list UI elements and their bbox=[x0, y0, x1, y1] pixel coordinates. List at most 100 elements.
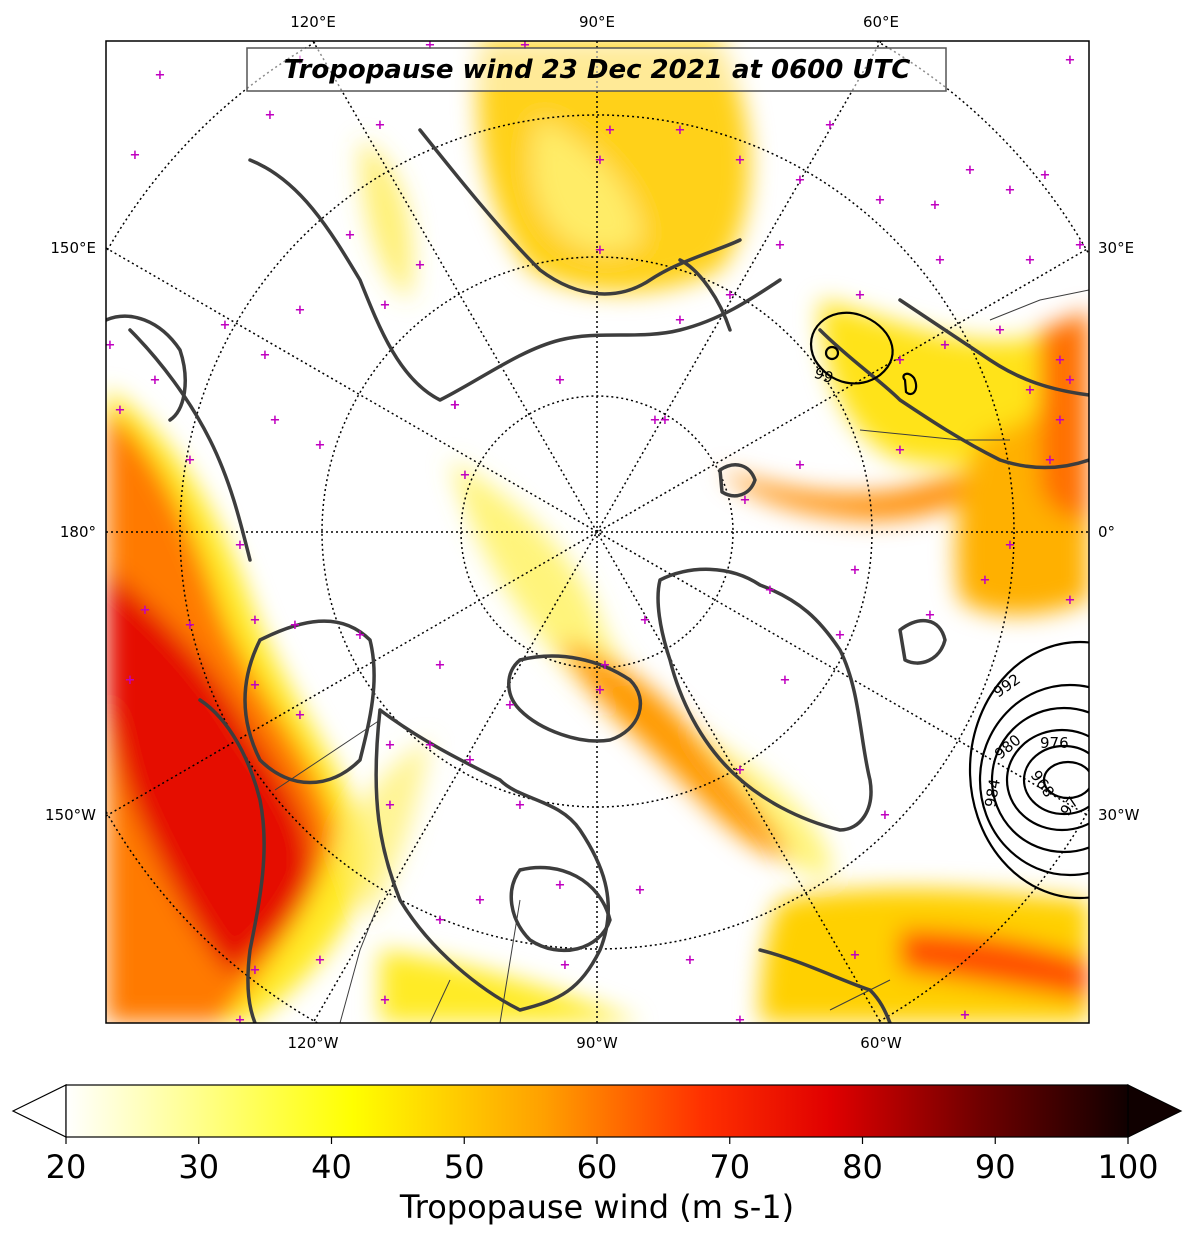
coast-north-asia bbox=[418, 128, 742, 296]
station-marker: + bbox=[795, 458, 806, 473]
station-marker: + bbox=[1065, 53, 1076, 68]
station-marker: + bbox=[635, 883, 646, 898]
station-marker: + bbox=[660, 413, 671, 428]
station-marker: + bbox=[1055, 353, 1066, 368]
station-marker: + bbox=[735, 1013, 746, 1028]
coast-alaska bbox=[243, 619, 376, 785]
station-marker: + bbox=[315, 438, 326, 453]
contour-980 bbox=[990, 706, 1089, 854]
contour-label: 984 bbox=[981, 777, 1004, 808]
contour-984 bbox=[978, 683, 1089, 877]
colorbar-tick-label: 50 bbox=[444, 1148, 485, 1186]
station-marker: + bbox=[1065, 373, 1076, 388]
station-marker: + bbox=[725, 288, 736, 303]
station-marker: + bbox=[475, 893, 486, 908]
station-marker: + bbox=[235, 1013, 246, 1028]
station-marker: + bbox=[100, 338, 111, 353]
station-marker: + bbox=[1055, 413, 1066, 428]
lon-label-top: 60°E bbox=[863, 13, 899, 31]
station-marker: + bbox=[270, 413, 281, 428]
station-marker: + bbox=[595, 243, 606, 258]
station-marker: + bbox=[560, 958, 571, 973]
lon-label-top: 90°E bbox=[579, 13, 615, 31]
lon-label-left: 150°W bbox=[45, 806, 96, 824]
station-marker: + bbox=[685, 953, 696, 968]
border-provinces-2 bbox=[499, 899, 521, 1023]
jet-north-america bbox=[340, 740, 430, 920]
jet-south-atlantic-hook bbox=[380, 950, 640, 1023]
station-marker: + bbox=[520, 38, 531, 53]
station-marker: + bbox=[235, 538, 246, 553]
border-provinces-1 bbox=[429, 979, 451, 1023]
station-marker: + bbox=[835, 628, 846, 643]
station-marker: + bbox=[380, 298, 391, 313]
station-marker: + bbox=[505, 698, 516, 713]
jet-barents bbox=[720, 460, 1010, 520]
station-marker: + bbox=[965, 163, 976, 178]
station-marker: + bbox=[295, 303, 306, 318]
contour-992 bbox=[968, 640, 1089, 900]
station-marker: + bbox=[250, 963, 261, 978]
station-marker: + bbox=[880, 808, 891, 823]
station-marker: + bbox=[425, 38, 436, 53]
longitude-labels: 120°E 90°E 60°E 120°W 90°W 60°W 150°E 18… bbox=[45, 13, 1140, 1052]
station-marker: + bbox=[380, 993, 391, 1008]
station-marker: + bbox=[650, 413, 661, 428]
coast-scandinavia bbox=[818, 328, 1089, 470]
station-marker: + bbox=[895, 443, 906, 458]
lon-label-right: 0° bbox=[1098, 523, 1115, 541]
station-marker: + bbox=[435, 913, 446, 928]
station-marker: + bbox=[220, 318, 231, 333]
colorbar: 20 30 40 50 60 70 80 90 100 Tropopause wind (m s… bbox=[11, 1084, 1183, 1226]
meridian-120e-60w bbox=[312, 41, 882, 1023]
station-marker: + bbox=[875, 193, 886, 208]
coast-west-america bbox=[198, 698, 266, 1023]
station-marker: + bbox=[1040, 168, 1051, 183]
station-marker: + bbox=[930, 198, 941, 213]
coast-north-america bbox=[374, 708, 610, 1012]
colorbar-tick-label: 60 bbox=[577, 1148, 618, 1186]
station-marker: + bbox=[315, 953, 326, 968]
station-marker: + bbox=[385, 738, 396, 753]
station-marker: + bbox=[345, 228, 356, 243]
jet-north-atlantic-core bbox=[900, 930, 1089, 1000]
coast-greenland bbox=[656, 567, 873, 832]
meridian-150w-30e bbox=[106, 247, 1089, 817]
jet-pacific-max bbox=[106, 570, 312, 975]
lon-label-bottom: 120°W bbox=[288, 1034, 339, 1052]
station-marker: + bbox=[775, 238, 786, 253]
meridian-150e-30w bbox=[106, 247, 1089, 817]
station-marker: + bbox=[675, 123, 686, 138]
country-borders bbox=[274, 289, 1089, 1023]
station-marker: + bbox=[250, 613, 261, 628]
station-marker: + bbox=[355, 628, 366, 643]
meridian-60e-120w bbox=[312, 41, 882, 1023]
station-marker: + bbox=[640, 613, 651, 628]
lon-label-bottom: 60°W bbox=[860, 1034, 902, 1052]
colorbar-tick-label: 20 bbox=[46, 1148, 87, 1186]
station-marker: + bbox=[780, 673, 791, 688]
map-title-box: Tropopause wind 23 Dec 2021 at 0600 UTC bbox=[246, 47, 947, 92]
station-marker: + bbox=[850, 948, 861, 963]
coast-kamchatka bbox=[106, 314, 187, 422]
station-marker: + bbox=[1065, 593, 1076, 608]
coast-hudson-bay bbox=[509, 865, 612, 953]
station-marker: + bbox=[115, 403, 126, 418]
station-marker: + bbox=[1075, 238, 1086, 253]
station-marker: + bbox=[605, 123, 616, 138]
map-frame bbox=[105, 40, 1090, 1024]
lon-label-right: 30°E bbox=[1098, 239, 1134, 257]
coast-iceland bbox=[898, 619, 947, 665]
station-marker: + bbox=[425, 738, 436, 753]
station-marker: + bbox=[935, 253, 946, 268]
contour-968 bbox=[1042, 760, 1089, 800]
colorbar-tick-label: 40 bbox=[311, 1148, 352, 1186]
lon-label-right: 30°W bbox=[1098, 806, 1140, 824]
station-marker: + bbox=[595, 153, 606, 168]
title-frame bbox=[246, 47, 947, 92]
station-marker: + bbox=[555, 373, 566, 388]
colorbar-tick-label: 90 bbox=[975, 1148, 1016, 1186]
colorbar-ticks: 20 30 40 50 60 70 80 90 100 bbox=[46, 1137, 1159, 1186]
station-marker: + bbox=[515, 798, 526, 813]
